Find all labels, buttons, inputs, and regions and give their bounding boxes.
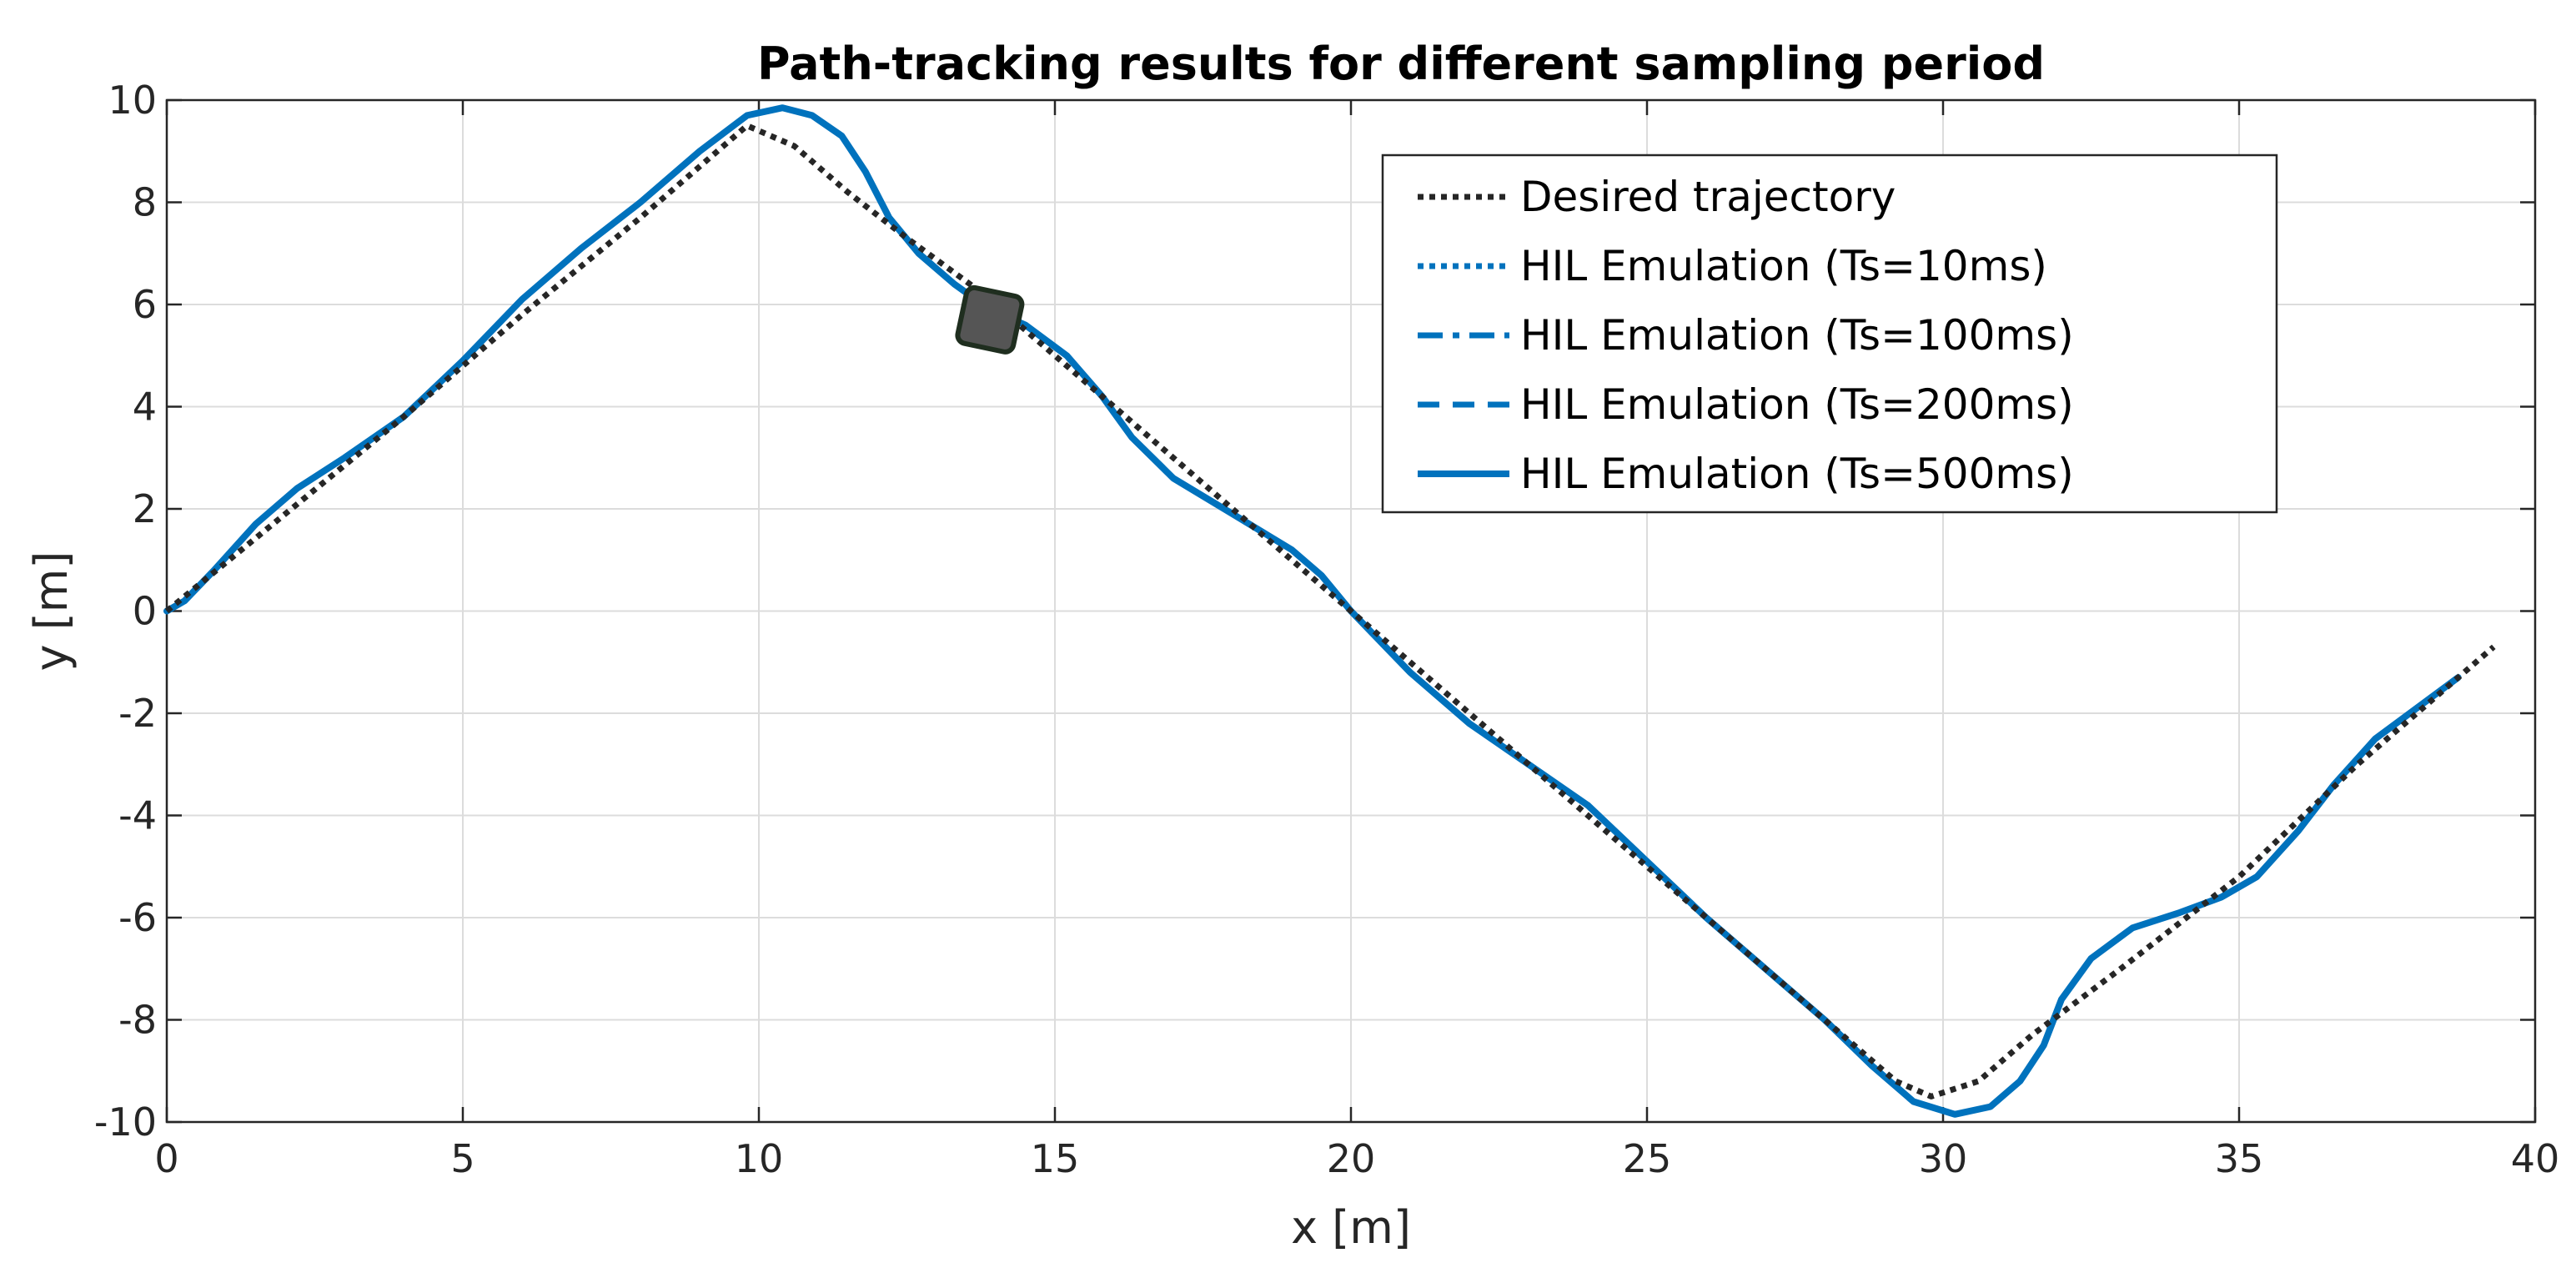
y-tick-label: -8 [118,998,157,1043]
legend: Desired trajectory HIL Emulation (Ts=10ms… [1381,153,2278,514]
chart-title: Path-tracking results for different samp… [757,38,2045,90]
legend-label: HIL Emulation (Ts=500ms) [1520,450,2074,498]
legend-label: HIL Emulation (Ts=200ms) [1520,380,2074,429]
series-lines [163,104,2496,1118]
y-tick-label: 0 [133,589,157,634]
y-tick-label: -10 [94,1099,157,1145]
y-tick-label: 10 [108,78,157,123]
legend-label: Desired trajectory [1520,173,1896,221]
x-tick-label: 15 [1031,1136,1080,1181]
x-tick-label: 35 [2215,1136,2264,1181]
y-tick-label: 6 [133,282,157,327]
x-tick-label: 10 [735,1136,784,1181]
x-tick-label: 30 [1919,1136,1968,1181]
y-tick-label: -2 [118,691,157,736]
x-tick-label: 20 [1327,1136,1376,1181]
y-tick-label: -4 [118,793,157,838]
x-tick-label: 5 [450,1136,475,1181]
legend-label: HIL Emulation (Ts=10ms) [1520,242,2047,290]
y-tick-label: 2 [133,486,157,531]
x-tick-label: 25 [1623,1136,1672,1181]
legend-label: HIL Emulation (Ts=100ms) [1520,311,2074,360]
vehicle-marker [955,284,1025,355]
x-axis-label: x [m] [1291,1201,1411,1254]
y-tick-label: -6 [118,895,157,940]
y-tick-label: 4 [133,385,157,430]
legend-box [1381,153,2278,514]
y-axis-label: y [m] [25,551,78,672]
vehicle-layer [955,284,1025,355]
x-tick-label: 40 [2511,1136,2560,1181]
y-tick-label: 8 [133,180,157,225]
series-hil-emulation-ts-10ms [165,104,2460,1118]
series-hil-emulation-ts-200ms [165,104,2460,1118]
axis-ticks: 0 5 10 15 20 25 30 35 40 -10 -8 -6 -4 -2 0 2 4 6 8 10 [94,78,2559,1181]
x-tick-label: 0 [154,1136,178,1181]
